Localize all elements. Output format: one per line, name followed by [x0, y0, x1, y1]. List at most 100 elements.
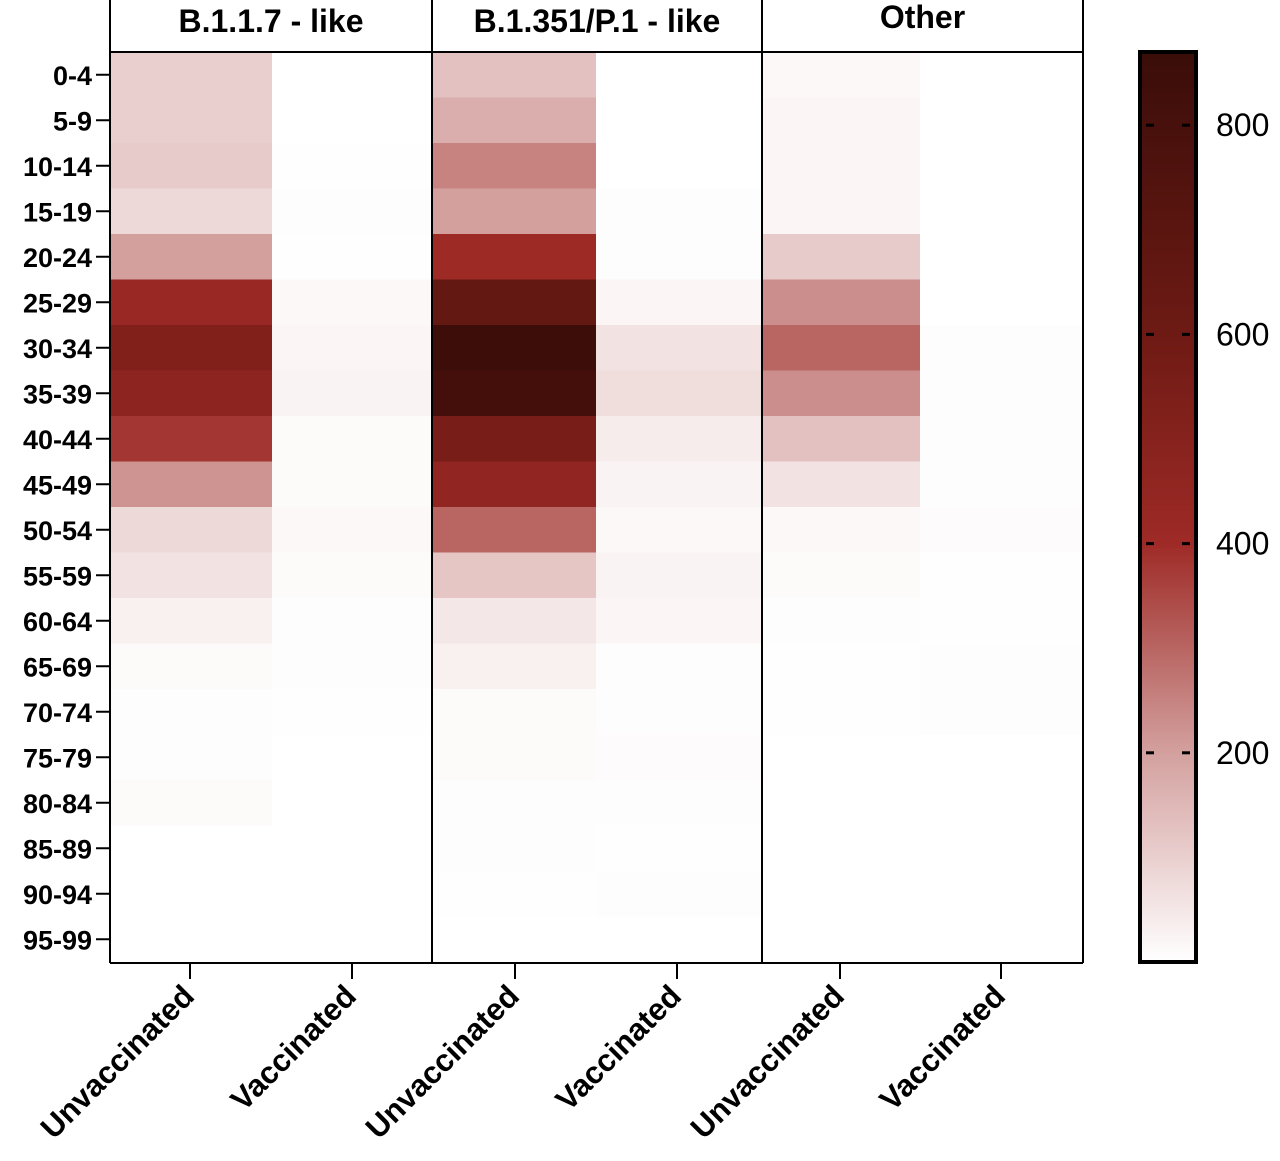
y-tick-label: 65-69 — [23, 652, 92, 682]
heatmap-cell — [596, 97, 762, 144]
x-tick-label: Vaccinated — [549, 978, 688, 1117]
y-tick-label: 75-79 — [23, 743, 92, 773]
x-tick-label: Unvaccinated — [359, 978, 526, 1145]
y-tick-label: 25-29 — [23, 288, 92, 318]
heatmap-cell — [762, 871, 920, 917]
heatmap-cell — [433, 643, 596, 690]
heatmap-cell — [596, 643, 762, 690]
y-tick-label: 50-54 — [23, 516, 92, 546]
y-tick-label: 0-4 — [53, 61, 92, 91]
heatmap-cell — [920, 97, 1083, 144]
heatmap-cell — [433, 734, 596, 781]
y-tick-label: 60-64 — [23, 607, 92, 637]
heatmap-cell — [433, 416, 596, 462]
heatmap-cell — [110, 734, 272, 781]
heatmap-cell — [762, 188, 920, 235]
heatmap-cell — [762, 825, 920, 872]
y-tick-label: 95-99 — [23, 925, 92, 955]
heatmap-cell — [110, 234, 272, 280]
heatmap-cell — [433, 234, 596, 280]
heatmap-cell — [110, 916, 272, 963]
heatmap-cell — [110, 325, 272, 371]
heatmap-cell — [433, 871, 596, 917]
heatmap-cell — [596, 507, 762, 553]
colorbar-tick-label: 200 — [1216, 735, 1269, 771]
heatmap-cell — [762, 416, 920, 462]
heatmap-cell — [762, 234, 920, 280]
heatmap-cell — [762, 461, 920, 508]
heatmap-cell — [272, 916, 433, 963]
heatmap-cell — [110, 188, 272, 235]
heatmap-cell — [433, 52, 596, 98]
heatmap-cell — [596, 325, 762, 371]
heatmap-cell — [433, 325, 596, 371]
heatmap-cell — [272, 825, 433, 872]
heatmap-cell — [433, 689, 596, 735]
y-axis: 0-4 5-9 10-14 15-19 20-24 25-29 30-34 35-39 40-4… — [23, 61, 110, 955]
panel-title: B.1.351/P.1 - like — [474, 3, 721, 39]
heatmap-cell — [110, 552, 272, 599]
heatmap-cell — [272, 734, 433, 781]
heatmap-cell — [596, 871, 762, 917]
heatmap-cell — [920, 780, 1083, 826]
heatmap-cell — [762, 734, 920, 781]
heatmap-cell — [762, 52, 920, 98]
heatmap-cell — [762, 325, 920, 371]
heatmap-cell — [596, 143, 762, 189]
heatmap-cell — [433, 143, 596, 189]
y-tick-label: 20-24 — [23, 243, 92, 273]
heatmap-cell — [272, 461, 433, 508]
heatmap-cell — [272, 780, 433, 826]
heatmap-cell — [272, 598, 433, 644]
heatmap-cell — [920, 234, 1083, 280]
panel-title: B.1.1.7 - like — [179, 3, 364, 39]
heatmap-cell — [110, 370, 272, 417]
heatmap-cell — [110, 507, 272, 553]
heatmap-cell — [110, 97, 272, 144]
heatmap-cell — [110, 598, 272, 644]
heatmap-cell — [920, 689, 1083, 735]
heatmap-cell — [596, 734, 762, 781]
heatmap-cell — [272, 143, 433, 189]
heatmap-cell — [596, 689, 762, 735]
heatmap-cell — [433, 825, 596, 872]
heatmap-cell — [110, 825, 272, 872]
heatmap-cell — [596, 52, 762, 98]
heatmap-cell — [272, 871, 433, 917]
colorbar: 200 400 600 800 — [1138, 50, 1269, 964]
colorbar-tick-label: 400 — [1216, 526, 1269, 562]
heatmap-cell — [433, 461, 596, 508]
heatmap-cell — [272, 279, 433, 326]
x-tick-label: Vaccinated — [224, 978, 363, 1117]
heatmap-cell — [762, 643, 920, 690]
heatmap-cell — [110, 52, 272, 98]
heatmap-cell — [920, 325, 1083, 371]
x-tick-label: Unvaccinated — [34, 978, 201, 1145]
y-tick-label: 90-94 — [23, 880, 92, 910]
x-tick-label: Unvaccinated — [684, 978, 851, 1145]
y-tick-label: 55-59 — [23, 561, 92, 591]
heatmap-cell — [433, 188, 596, 235]
heatmap-cell — [596, 234, 762, 280]
heatmap-cells — [110, 52, 1083, 963]
heatmap-cell — [762, 507, 920, 553]
heatmap-cell — [596, 461, 762, 508]
heatmap-cell — [110, 643, 272, 690]
heatmap-cell — [272, 97, 433, 144]
panel-titles: B.1.1.7 - like B.1.351/P.1 - like Other — [179, 0, 966, 39]
heatmap-cell — [920, 871, 1083, 917]
heatmap-cell — [433, 916, 596, 963]
heatmap-cell — [110, 871, 272, 917]
y-tick-label: 80-84 — [23, 789, 92, 819]
heatmap-cell — [433, 279, 596, 326]
heatmap-cell — [762, 370, 920, 417]
x-tick-label: Vaccinated — [873, 978, 1012, 1117]
heatmap-cell — [433, 598, 596, 644]
y-tick-label: 45-49 — [23, 470, 92, 500]
heatmap-cell — [596, 370, 762, 417]
heatmap-cell — [920, 370, 1083, 417]
heatmap-cell — [272, 689, 433, 735]
y-tick-label: 40-44 — [23, 425, 92, 455]
y-tick-label: 15-19 — [23, 197, 92, 227]
